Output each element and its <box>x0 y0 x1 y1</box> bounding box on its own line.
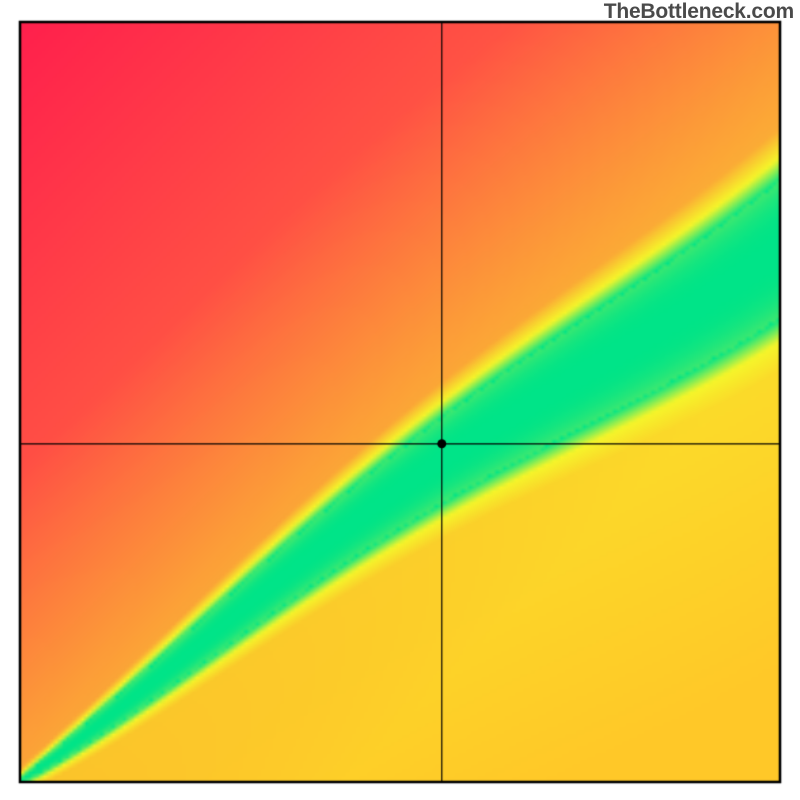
bottleneck-heatmap <box>0 0 800 800</box>
chart-container: TheBottleneck.com <box>0 0 800 800</box>
attribution-text: TheBottleneck.com <box>598 0 800 26</box>
